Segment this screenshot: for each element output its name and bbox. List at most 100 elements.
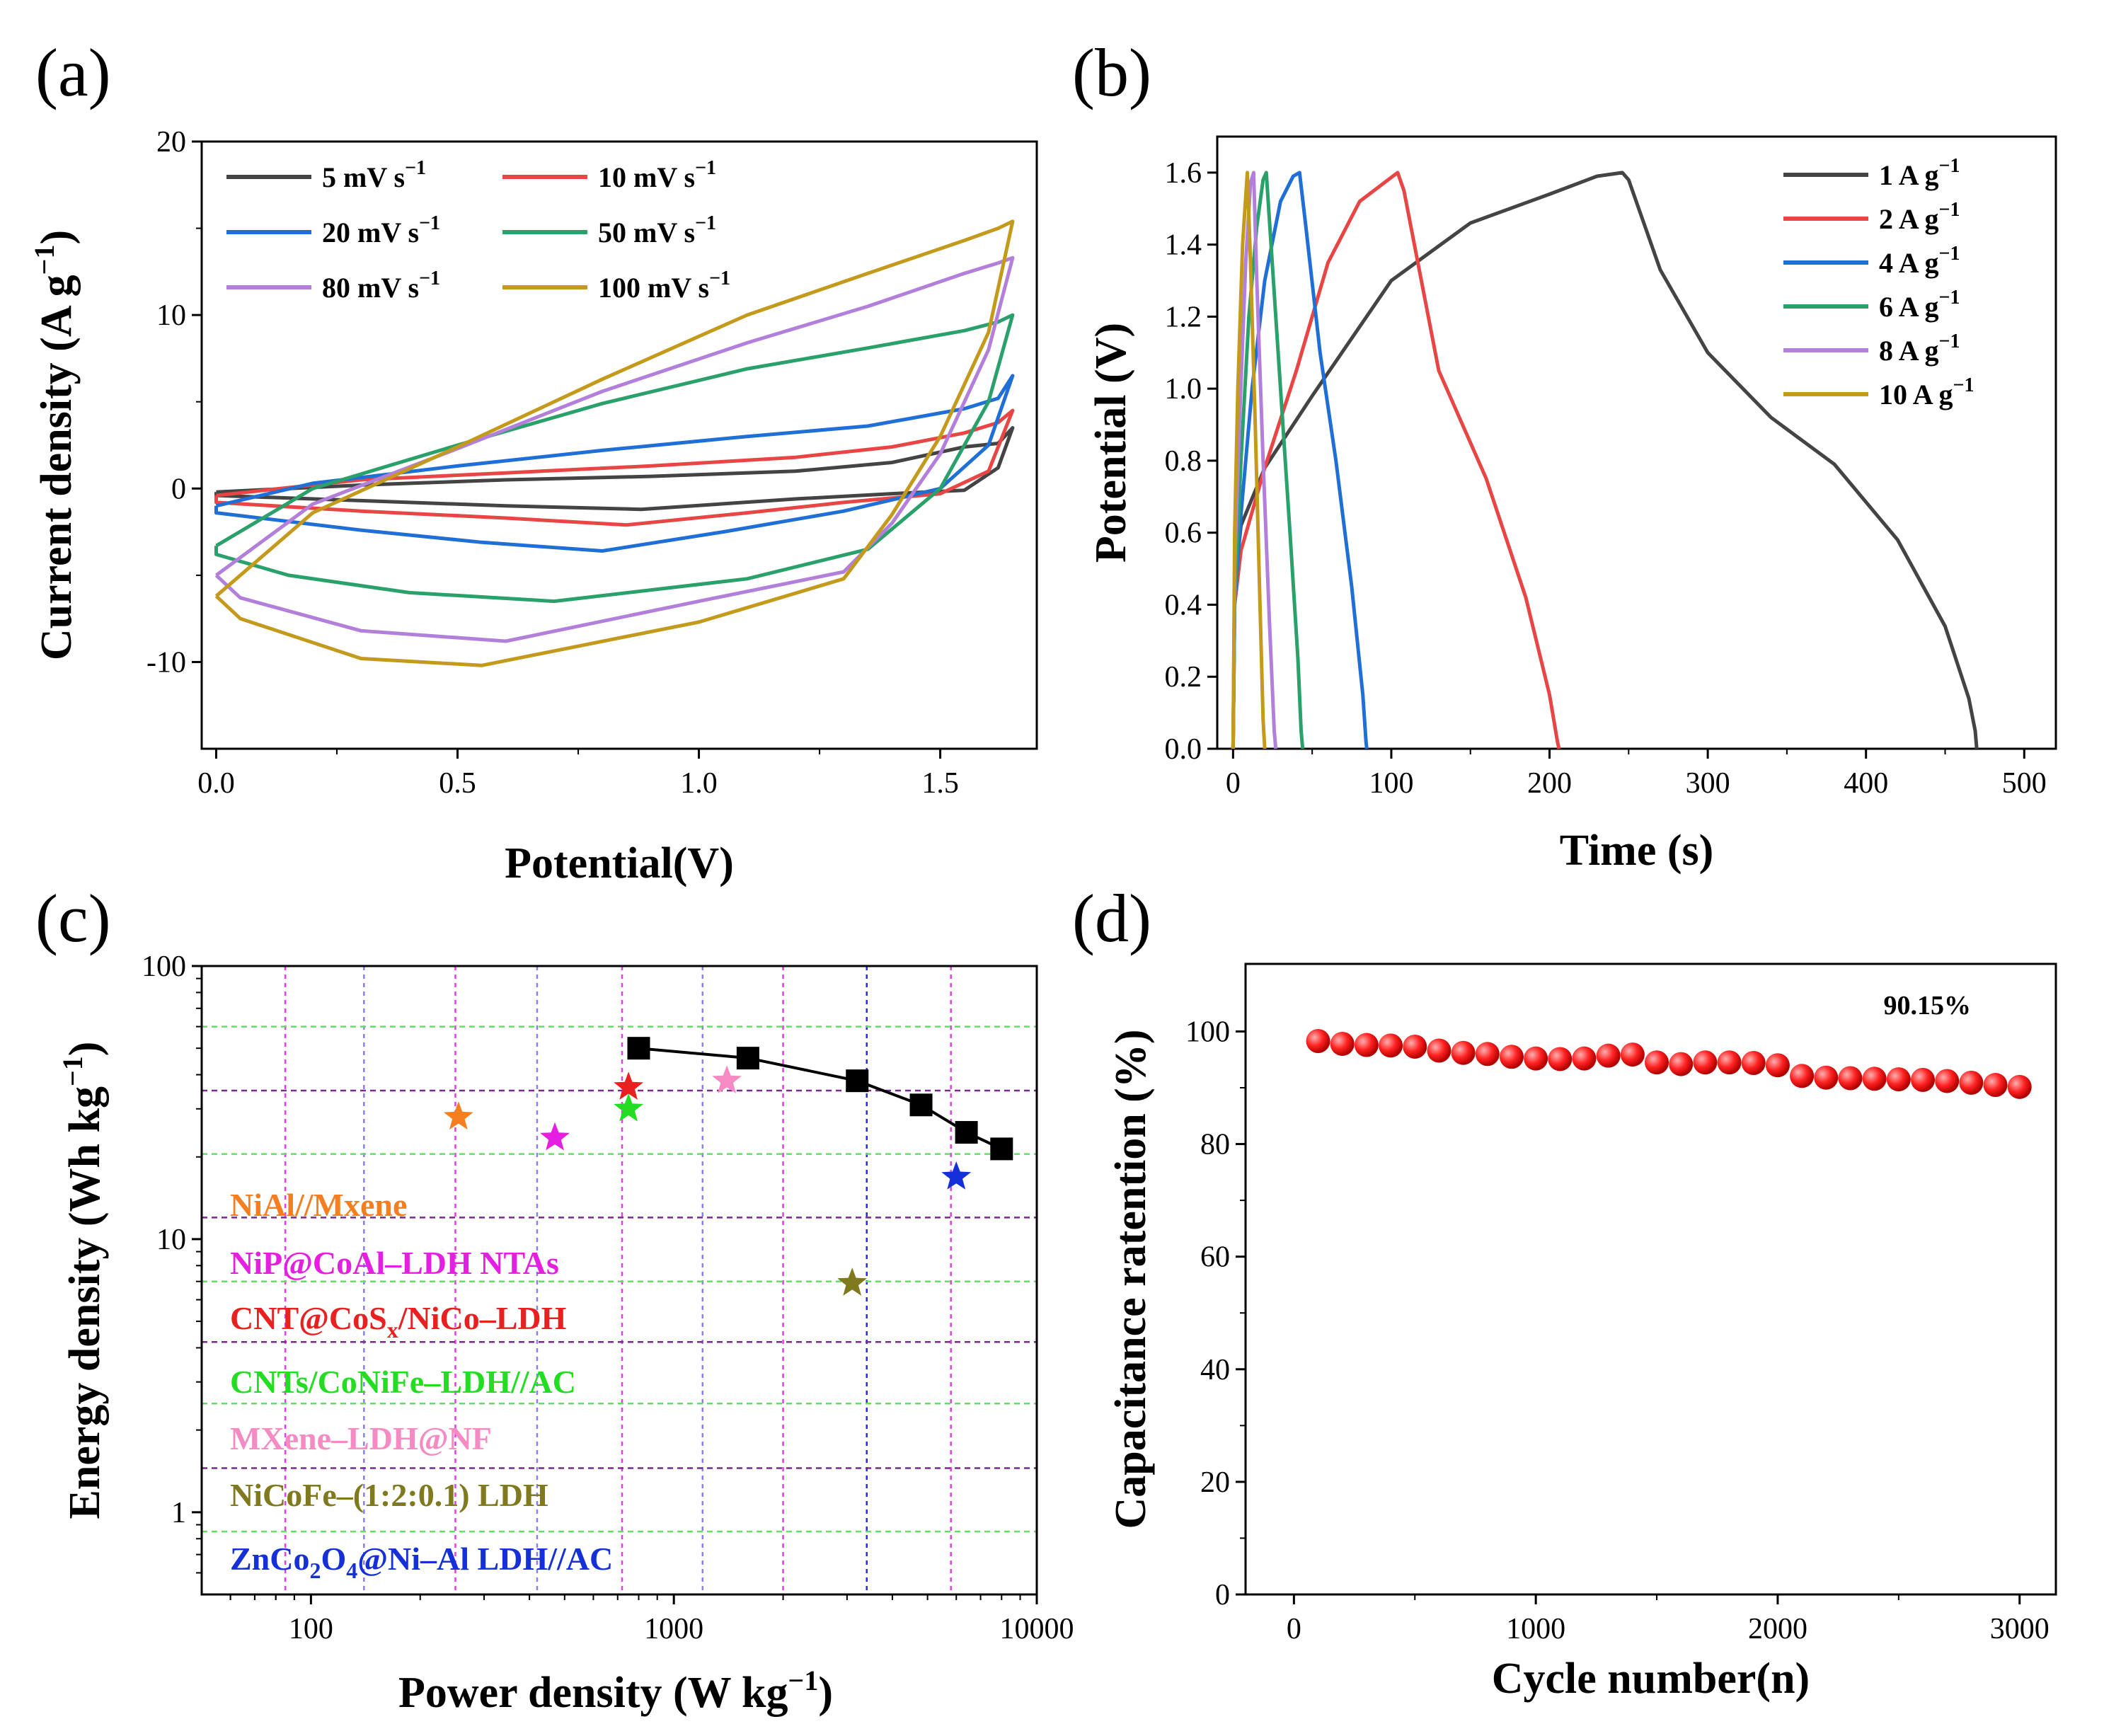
this-work-marker [909, 1093, 933, 1117]
retention-point [1886, 1067, 1911, 1092]
cv-curve-5 [214, 255, 1015, 643]
comparison-label-sub2: 4 [346, 1558, 357, 1583]
b-legend-sup: −1 [1938, 199, 1960, 221]
a-y-tick-label: 0 [171, 473, 186, 505]
retention-point [1620, 1042, 1645, 1067]
a-legend-sup: −1 [405, 157, 426, 179]
a-legend-name: 20 mV s [322, 217, 419, 248]
this-work-marker [846, 1069, 869, 1093]
a-x-axis-title-main: Potential(V) [505, 839, 734, 887]
a-legend-name: 80 mV s [322, 272, 419, 304]
b-y-tick-label: 0.8 [1165, 445, 1202, 478]
d-x-axis-title-main: Cycle number(n) [1492, 1655, 1810, 1703]
b-x-tick-label: 0 [1226, 767, 1241, 800]
a-legend-label: 50 mV s−1 [598, 212, 716, 248]
this-work-marker [627, 1037, 650, 1060]
retention-point [1596, 1043, 1621, 1068]
b-y-tick-label: 1.4 [1165, 229, 1202, 262]
c-y-axis-title-main: Energy density (Wh kg [61, 1086, 109, 1519]
b-legend-label: 10 A g−1 [1879, 374, 1974, 410]
d-y-tick-label: 60 [1200, 1241, 1230, 1274]
b-legend-name: 8 A g [1879, 335, 1938, 367]
b-legend-name: 6 A g [1879, 291, 1938, 323]
c-y-axis-title: Energy density (Wh kg−1) [57, 1042, 109, 1519]
c-x-tick-label: 10000 [1000, 1613, 1074, 1645]
a-y-tick-label: 10 [156, 299, 186, 332]
d-y-axis-title: Capacitance ratention (%) [1107, 1030, 1155, 1529]
b-legend-label: 2 A g−1 [1879, 199, 1960, 235]
a-legend-sup: −1 [695, 212, 716, 234]
comparison-label-sub: x [387, 1317, 398, 1343]
retention-point [1475, 1042, 1500, 1067]
retention-point [1572, 1046, 1597, 1071]
comparison-label: NiCoFe–(1:2:0.1) LDH [230, 1477, 548, 1513]
c-y-tick-label: 1 [171, 1497, 186, 1529]
c-y-axis-title-sup: −1 [57, 1056, 88, 1086]
comparison-label-main: NiAl//Mxene [230, 1187, 407, 1223]
b-legend-name: 2 A g [1879, 203, 1938, 235]
comparison-label-sub: 2 [309, 1558, 321, 1583]
this-work-line [638, 1047, 1003, 1151]
b-x-axis-title-main: Time (s) [1560, 827, 1714, 875]
d-y-tick-label: 40 [1200, 1354, 1230, 1386]
gcd-curve-5 [1231, 171, 1278, 749]
a-x-axis-title: Potential(V) [505, 839, 734, 887]
b-y-tick-label: 0.4 [1165, 589, 1202, 621]
c-x-axis-title-close: ) [818, 1669, 833, 1717]
retention-point [1548, 1047, 1573, 1071]
a-y-axis-title-main: Current density (A g [33, 275, 81, 660]
b-y-tick-label: 1.2 [1165, 301, 1202, 333]
b-y-axis-title: Potential (V) [1087, 323, 1135, 563]
a-legend-label: 10 mV s−1 [598, 157, 716, 193]
comparison-label-main: CNTs/CoNiFe–LDH//AC [230, 1364, 576, 1400]
b-legend-sup: −1 [1953, 374, 1974, 396]
c-x-axis-title: Power density (W kg−1) [398, 1665, 833, 1717]
b-legend-label: 8 A g−1 [1879, 330, 1960, 367]
retention-point [1862, 1067, 1887, 1091]
d-y-tick-label: 100 [1185, 1016, 1230, 1048]
ragone-chart: 100 1000 10000 1 10 100 NiAl//Mxene NiP@CoAl–LD… [57, 950, 1074, 1717]
b-plot-frame [1216, 135, 2057, 750]
retention-point [1427, 1038, 1451, 1063]
panel-letter-d: (d) [1072, 880, 1151, 956]
b-x-tick-label: 300 [1686, 767, 1730, 800]
c-x-tick-label: 100 [289, 1613, 333, 1645]
a-legend-sup: −1 [709, 268, 730, 289]
b-y-tick-label: 0.0 [1165, 733, 1202, 766]
gcd-curve-3 [1231, 171, 1369, 749]
a-legend-label: 100 mV s−1 [598, 268, 730, 304]
d-plot-frame [1244, 962, 2057, 1596]
d-x-tick-label: 0 [1287, 1613, 1301, 1645]
comparison-label: NiP@CoAl–LDH NTAs [230, 1245, 559, 1281]
d-x-tick-label: 2000 [1748, 1613, 1807, 1645]
comparison-label-main: ZnCo [230, 1541, 309, 1577]
comparison-star [837, 1267, 868, 1296]
cv-curve-1 [214, 426, 1015, 512]
a-legend-sup: −1 [419, 212, 440, 234]
comparison-label-tail: @Ni–Al LDH//AC [357, 1541, 613, 1577]
retention-point [1379, 1033, 1403, 1058]
retention-point [1790, 1064, 1815, 1088]
gcd-curve-1 [1231, 171, 1979, 749]
retention-point [1983, 1073, 2008, 1098]
retention-point [1354, 1033, 1379, 1057]
cv-chart: 0.0 0.5 1.0 1.5 -10 0 10 20 Potential(V) Current … [28, 126, 1038, 887]
a-legend-name: 5 mV s [322, 161, 405, 193]
gcd-curve-6 [1231, 171, 1267, 749]
a-x-tick-label: 0.0 [197, 767, 235, 800]
retention-point [1959, 1070, 1984, 1095]
cycling-chart: 0 1000 2000 3000 0 20 40 60 80 100 90.15% Cycle num… [1107, 962, 2057, 1703]
b-x-tick-label: 400 [1844, 767, 1888, 800]
cv-curve-4 [214, 313, 1015, 604]
comparison-label-main: MXene–LDH@NF [230, 1420, 492, 1456]
d-y-tick-label: 80 [1200, 1129, 1230, 1161]
panel-letter-c: (c) [35, 880, 111, 956]
c-x-axis-title-main: Power density (W kg [398, 1669, 788, 1717]
comparison-star [540, 1122, 570, 1151]
comparison-label: MXene–LDH@NF [230, 1420, 492, 1456]
cv-curve-3 [214, 374, 1015, 553]
a-y-axis-title-close: ) [33, 230, 81, 245]
a-y-axis-title-sup: −1 [28, 245, 60, 275]
a-legend-sup: −1 [419, 268, 440, 289]
retention-point [1741, 1051, 1766, 1076]
